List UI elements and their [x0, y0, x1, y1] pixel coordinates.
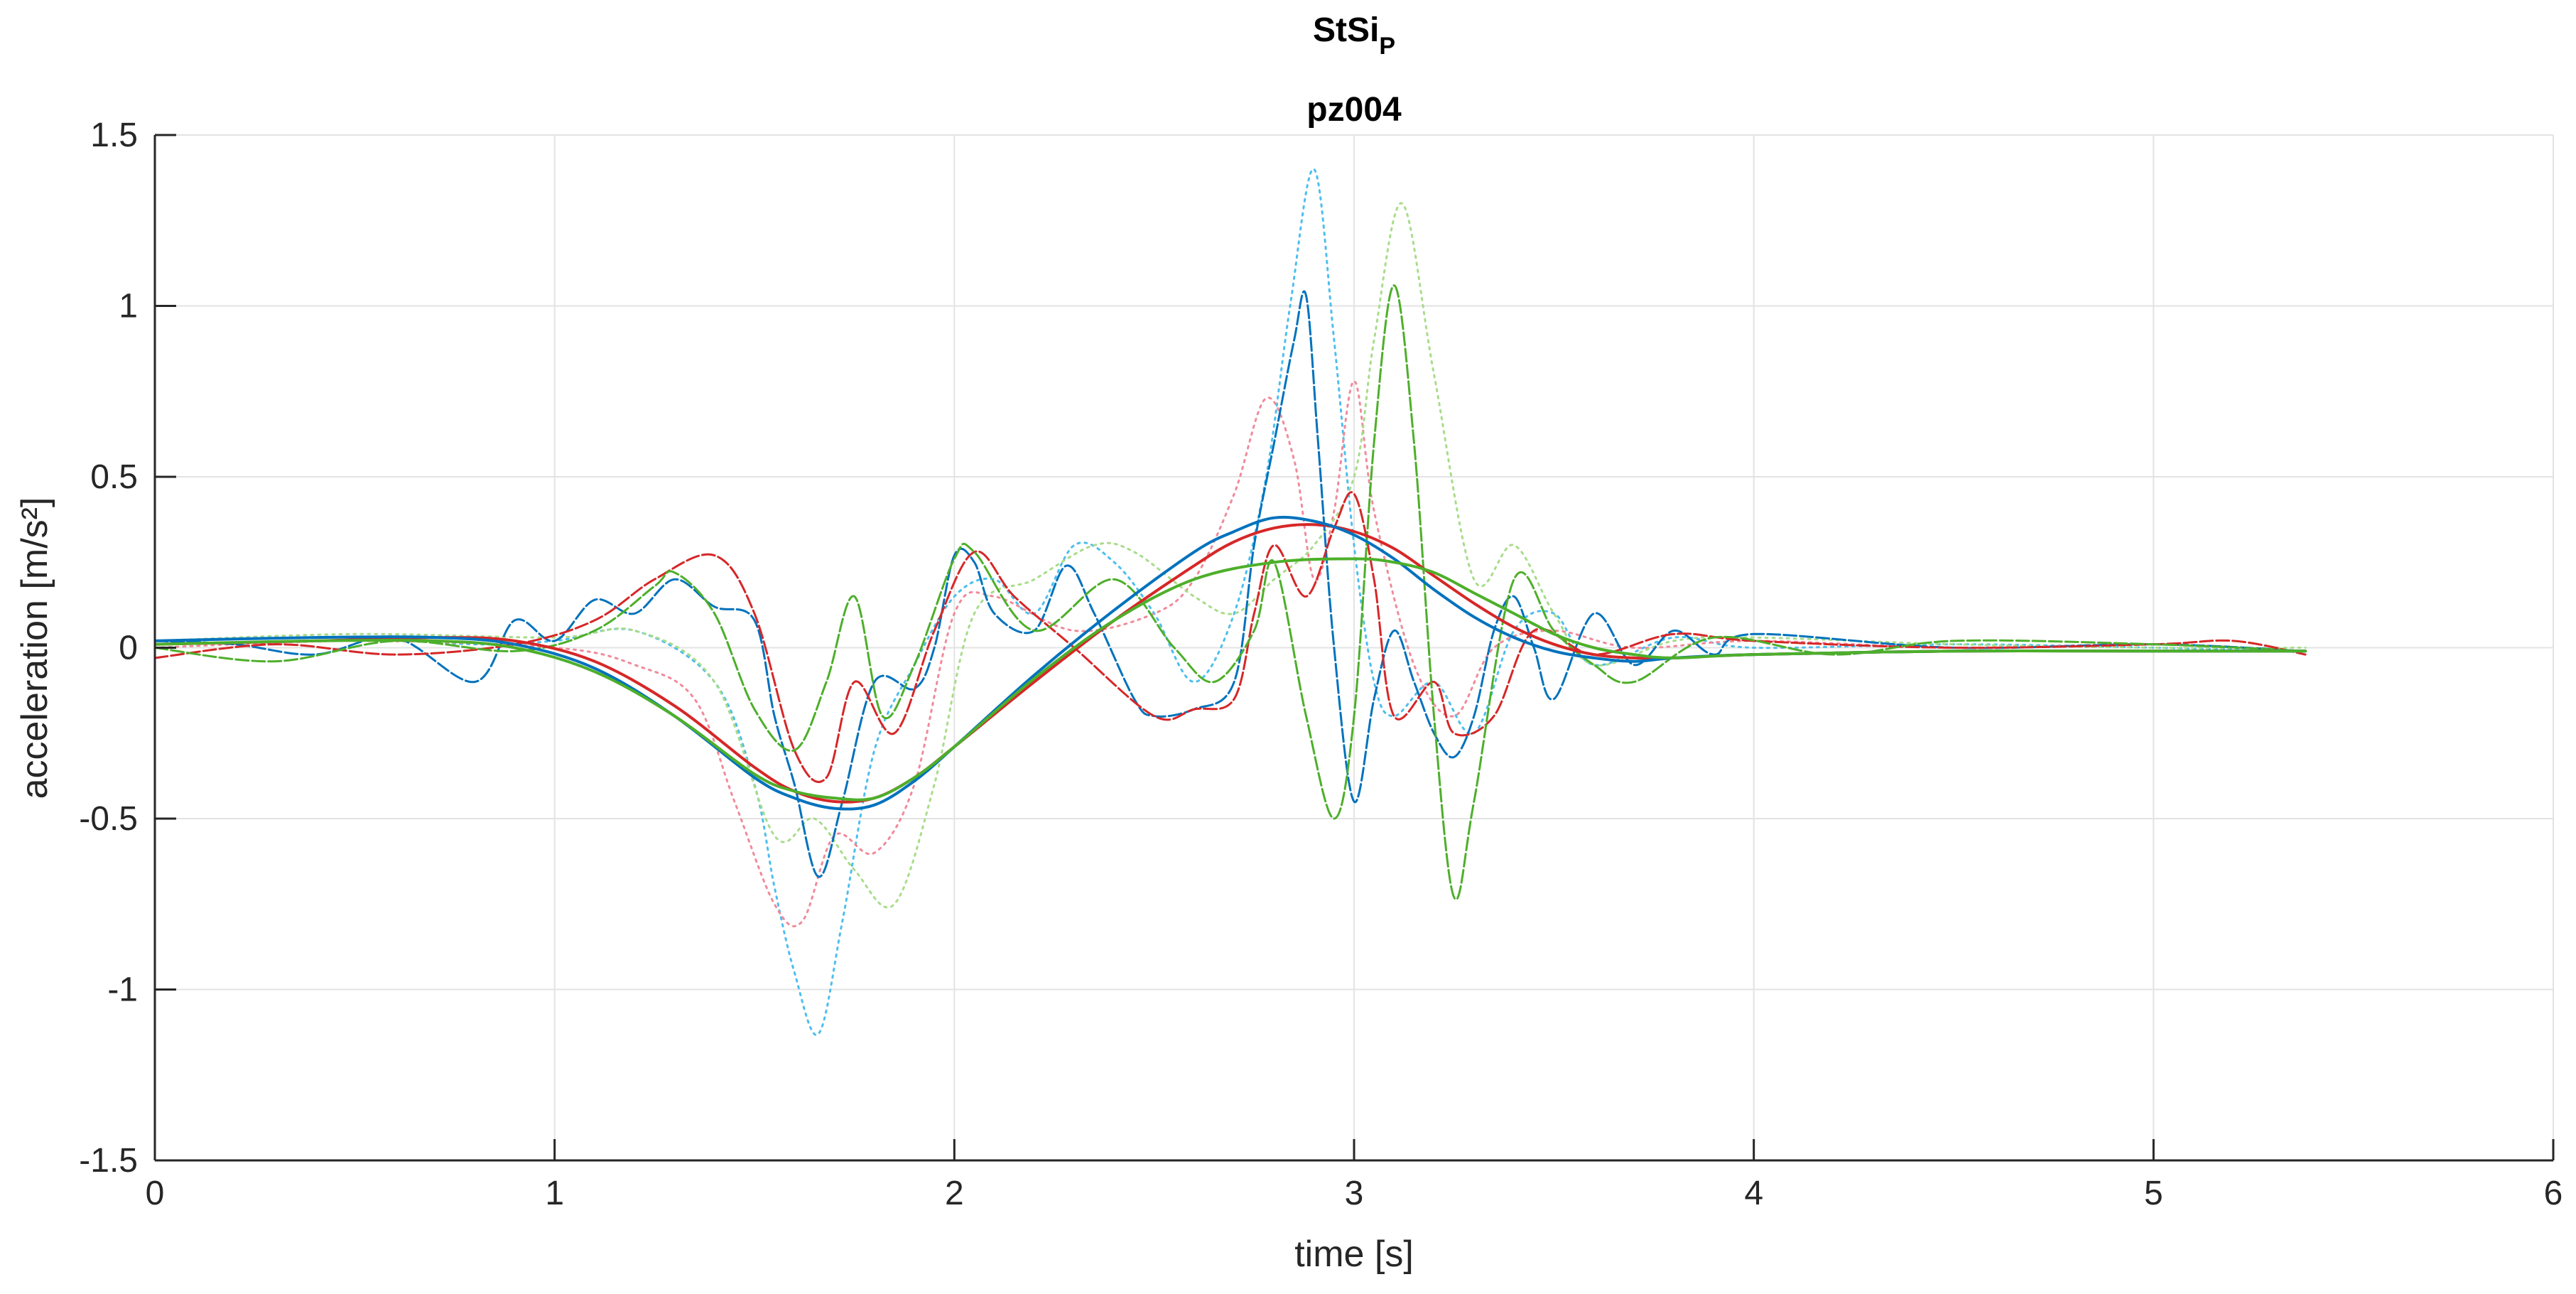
- y-tick-label: -1.5: [79, 1142, 138, 1180]
- x-tick-label: 0: [146, 1175, 165, 1212]
- y-tick-label: 1: [119, 288, 138, 325]
- x-axis-label: time [s]: [1294, 1234, 1414, 1275]
- series-line-solid: [155, 557, 2307, 802]
- y-tick-label: 0.5: [90, 458, 138, 496]
- series-group: [155, 168, 2307, 1036]
- x-tick-label: 3: [1345, 1175, 1364, 1212]
- y-tick-label: -0.5: [79, 800, 138, 838]
- y-tick-label: -1: [107, 971, 138, 1009]
- axes: [153, 134, 2555, 1162]
- chart-subtitle: pz004: [1306, 91, 1402, 129]
- x-tick-label: 5: [2144, 1175, 2163, 1212]
- chart-title-subscript: P: [1379, 33, 1395, 60]
- series-line-dashed: [155, 491, 2307, 783]
- chart-title: StSiP: [1313, 11, 1395, 60]
- x-tick-label: 1: [545, 1175, 564, 1212]
- x-tick-label: 6: [2544, 1175, 2563, 1212]
- series-line-dashed: [155, 290, 2307, 878]
- x-tick-label: 4: [1744, 1175, 1763, 1212]
- y-tick-label: 0: [119, 630, 138, 667]
- tick-labels: 0 1 2 3 4 5 6 -1.5 -1 -0.5 0 0.5 1 1.5: [79, 117, 2563, 1212]
- series-line-dotted: [155, 379, 2307, 927]
- y-tick-label: 1.5: [90, 117, 138, 154]
- y-axis-label: acceleration [m/s²]: [14, 497, 55, 799]
- x-tick-label: 2: [945, 1175, 964, 1212]
